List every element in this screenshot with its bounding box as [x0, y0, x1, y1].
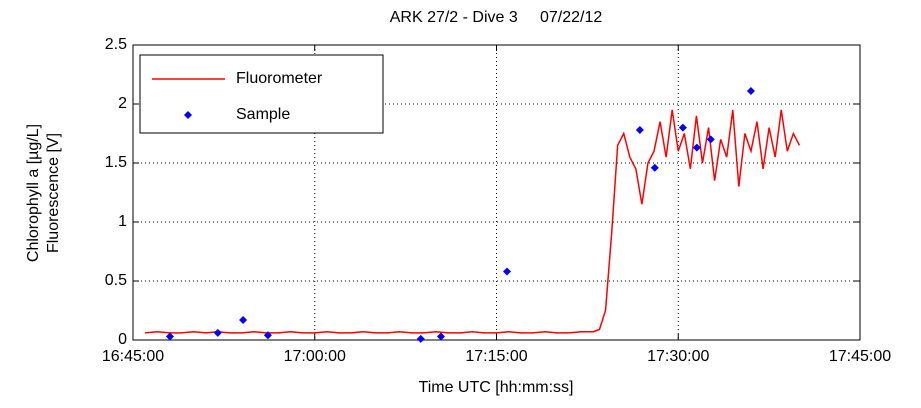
sample-point	[503, 267, 512, 276]
sample-point	[650, 163, 659, 172]
y-tick-label: 2.5	[105, 36, 127, 53]
sample-point	[213, 328, 222, 337]
sample-point	[706, 135, 715, 144]
y-tick-label: 1	[118, 213, 127, 230]
sample-point	[416, 334, 425, 343]
x-tick-label: 16:45:00	[102, 348, 164, 365]
x-tick-label: 17:30:00	[647, 348, 709, 365]
legend-marker	[184, 111, 192, 119]
x-tick-label: 17:45:00	[829, 348, 891, 365]
sample-point	[436, 332, 445, 341]
sample-point	[678, 123, 687, 132]
fluorometer-line	[145, 109, 801, 334]
y-tick-label: 2	[118, 95, 127, 112]
chart-title: ARK 27/2 - Dive 3 07/22/12	[390, 9, 603, 26]
y-tick-label: 0.5	[105, 272, 127, 289]
y-axis-label: Fluorescence [V]	[45, 133, 62, 253]
legend-label: Sample	[236, 106, 290, 123]
y-tick-label: 0	[118, 331, 127, 348]
sample-point	[692, 143, 701, 152]
legend-label: Fluorometer	[236, 70, 323, 87]
sample-point	[746, 87, 755, 96]
x-tick-label: 17:00:00	[284, 348, 346, 365]
sample-point	[635, 125, 644, 134]
y-axis-label: Chlorophyll a [µg/L]	[25, 124, 42, 262]
sample-point	[165, 332, 174, 341]
legend-box	[139, 54, 384, 134]
sample-point	[239, 315, 248, 324]
x-tick-label: 17:15:00	[465, 348, 527, 365]
plot-frame	[132, 44, 861, 341]
x-axis-label: Time UTC [hh:mm:ss]	[419, 379, 574, 396]
y-tick-label: 1.5	[105, 154, 127, 171]
sample-point	[263, 331, 272, 340]
